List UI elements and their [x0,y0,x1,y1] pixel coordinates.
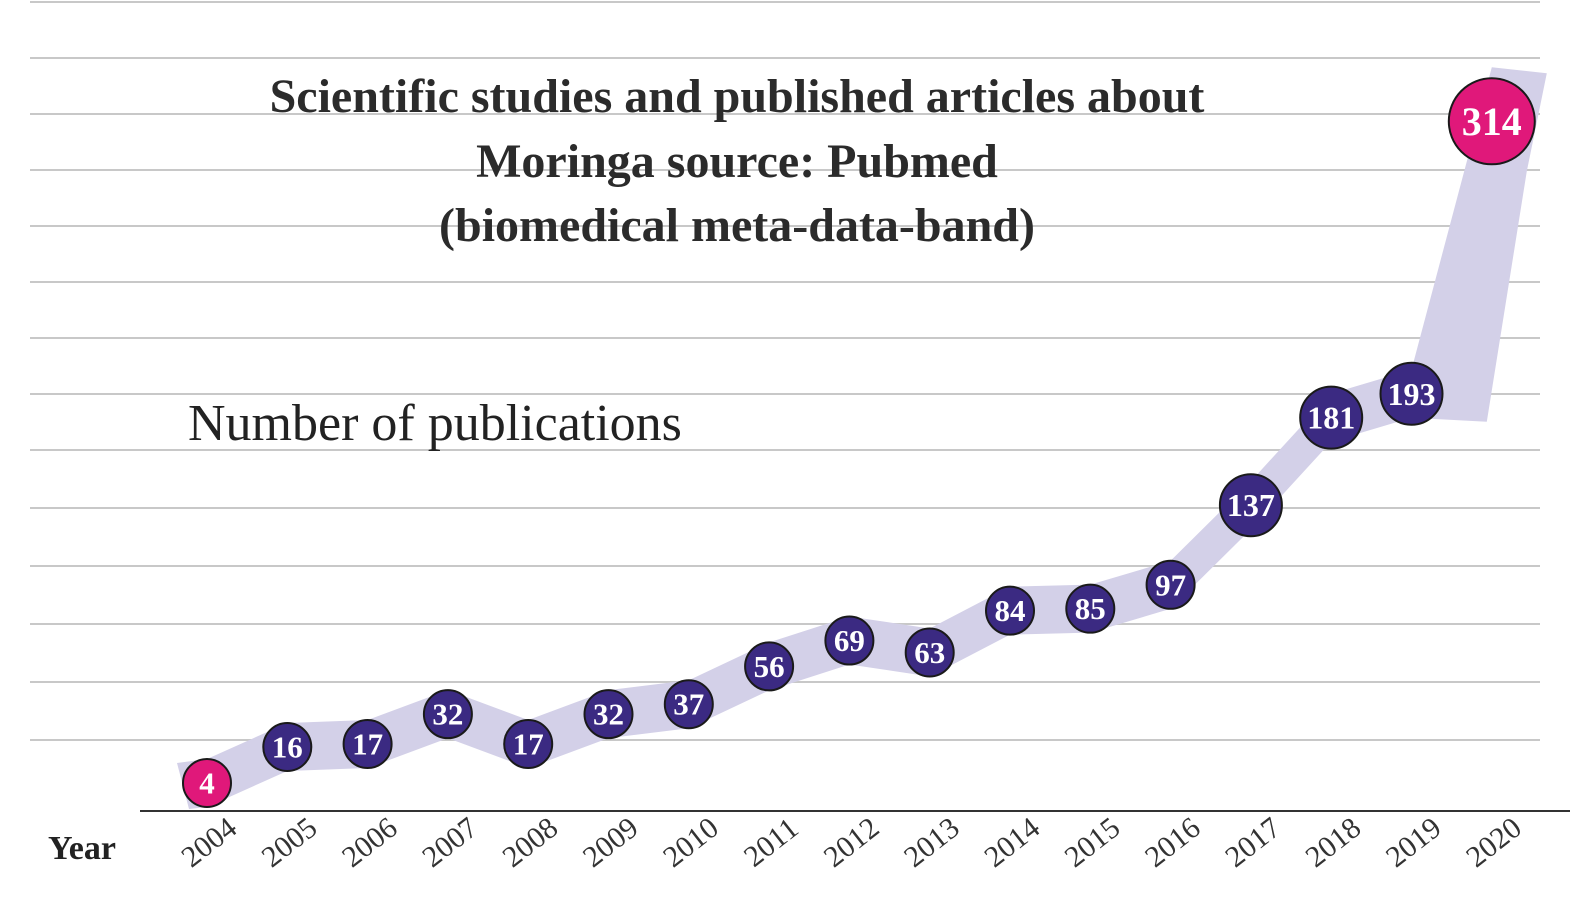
data-markers: 4 16 17 32 17 32 37 56 69 63 84 85 97 137 181 193 314 [182,77,1536,808]
x-tick-label: 2011 [738,811,805,873]
x-tick-label: 2010 [657,811,725,874]
data-label: 56 [754,649,785,684]
x-tick-label: 2019 [1380,811,1448,874]
data-label: 17 [352,727,383,762]
data-point [1145,559,1196,610]
data-point [1299,385,1364,450]
x-tick-label: 2014 [978,811,1046,874]
x-tick-label: 2009 [577,811,645,874]
x-axis-label: Year [48,830,116,867]
data-label: 37 [673,687,704,722]
data-point [422,689,473,740]
x-tick-label: 2005 [256,811,324,874]
x-tick-label: 2012 [818,811,886,874]
data-point [1379,361,1444,426]
data-point [824,615,875,666]
x-tick-label: 2015 [1059,811,1127,874]
data-label: 16 [272,730,303,765]
data-label: 137 [1227,487,1275,523]
data-label: 97 [1155,567,1186,602]
data-point [342,719,393,769]
data-point [182,758,232,808]
data-label: 193 [1388,376,1436,412]
data-point [1447,77,1536,166]
data-label: 181 [1307,400,1355,436]
x-tick-label: 2016 [1139,811,1207,874]
data-label: 4 [199,766,215,801]
chart-title-line-2: Moringa source: Pubmed [476,135,998,188]
data-point [1065,583,1116,634]
data-point [262,722,313,772]
data-label: 17 [513,727,544,762]
x-tick-label: 2008 [497,811,565,874]
data-point [663,679,714,730]
data-point [985,585,1035,636]
x-tick-label: 2017 [1219,811,1287,874]
data-label: 63 [914,635,945,670]
chart-title-line-3: (biomedical meta-data-band) [439,199,1035,252]
data-point [904,627,955,678]
x-tick-label: 2006 [336,811,404,874]
x-tick-label: 2007 [416,811,484,874]
data-label: 85 [1075,591,1106,626]
x-tick-labels: 2004 2005 2006 2007 2008 2009 2010 2011 2012 2013… [175,811,1527,874]
chart-title-line-1: Scientific studies and published article… [270,70,1205,123]
data-point [1218,473,1283,538]
data-label: 84 [995,593,1026,628]
data-label: 32 [593,697,624,732]
x-tick-label: 2004 [175,811,243,874]
data-point [744,641,795,692]
data-point [503,719,554,769]
data-label: 32 [432,697,463,732]
x-tick-label: 2013 [898,811,966,874]
data-label: 314 [1462,99,1522,144]
y-axis-label: Number of publications [188,395,682,452]
data-label: 69 [834,623,865,658]
chart-title: Scientific studies and published article… [270,70,1205,252]
data-point [583,689,634,740]
x-tick-label: 2020 [1460,811,1528,874]
x-tick-label: 2018 [1300,811,1368,874]
